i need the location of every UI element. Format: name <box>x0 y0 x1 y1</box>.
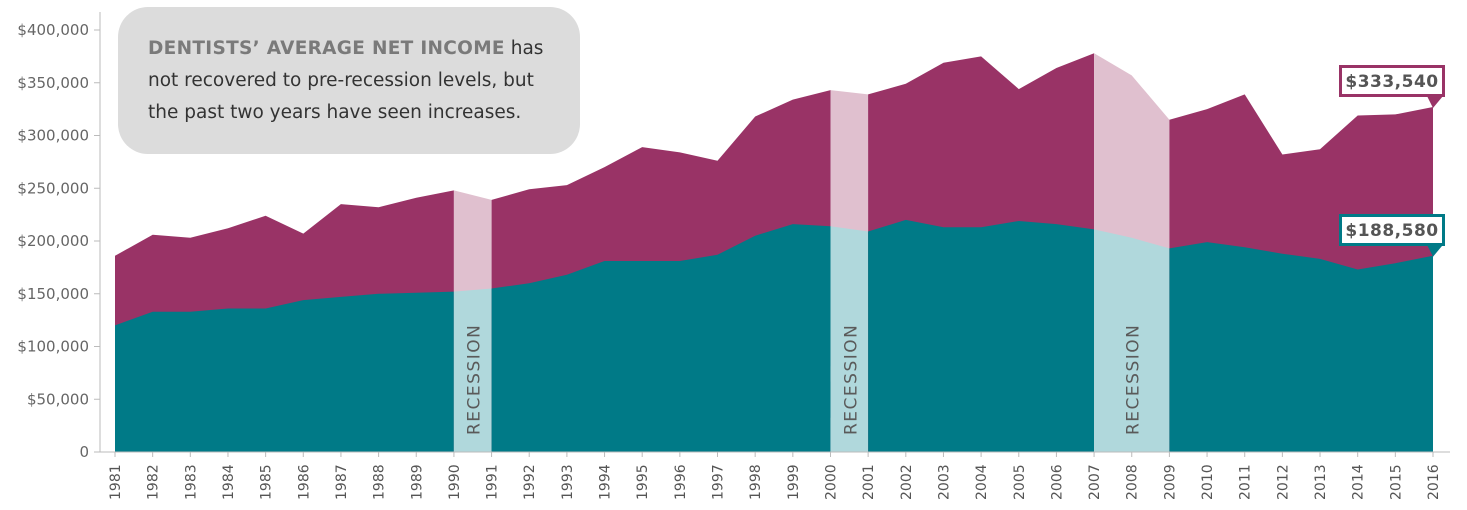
recession-label: RECESSION <box>1124 324 1144 435</box>
x-tick-label: 1988 <box>372 464 388 500</box>
callout-pointer <box>1427 96 1443 109</box>
x-tick-label: 1994 <box>598 464 614 500</box>
callout-pointer <box>1427 244 1443 257</box>
x-tick-label: 2005 <box>1012 464 1028 500</box>
y-tick-label: $200,000 <box>17 232 89 250</box>
x-tick-label: 2009 <box>1162 464 1178 500</box>
x-tick-label: 1987 <box>334 464 350 500</box>
x-tick-label: 2008 <box>1125 464 1141 500</box>
x-tick-label: 1995 <box>635 464 651 500</box>
x-tick-label: 1998 <box>748 464 764 500</box>
x-tick-label: 1981 <box>108 464 124 500</box>
y-tick-label: $300,000 <box>17 127 89 145</box>
y-axis: 0 $50,000 $100,000 $150,000 $200,000 $250,000… <box>17 12 101 461</box>
recession-labels: RECESSION RECESSION RECESSION <box>465 324 1144 435</box>
y-tick-label: $350,000 <box>17 74 89 92</box>
x-tick-label: 2007 <box>1087 464 1103 500</box>
x-tick-label: 2016 <box>1426 464 1442 500</box>
x-tick-label: 2014 <box>1351 464 1367 500</box>
x-tick-label: 1992 <box>522 464 538 500</box>
x-tick-label: 1982 <box>146 464 162 500</box>
x-tick-label: 1999 <box>786 464 802 500</box>
x-tick-label: 2010 <box>1200 464 1216 500</box>
x-tick-label: 2001 <box>861 464 877 500</box>
x-tick-label: 1990 <box>447 464 463 500</box>
end-value-label-lower: $188,580 <box>1339 213 1445 246</box>
lower-area-segment <box>453 288 492 452</box>
y-tick-label: $100,000 <box>17 338 89 356</box>
x-tick-label: 2006 <box>1049 464 1065 500</box>
x-tick-label: 2000 <box>823 464 839 500</box>
lower-area-segment <box>830 226 869 452</box>
x-tick-label: 1997 <box>711 464 727 500</box>
x-tick-label: 1991 <box>485 464 501 500</box>
x-tick-label: 1983 <box>183 464 199 500</box>
area-layer <box>115 53 1443 453</box>
lower-area-segment <box>868 219 1095 452</box>
y-tick-label: $150,000 <box>17 285 89 303</box>
x-tick-label: 2004 <box>974 464 990 500</box>
x-tick-label: 2002 <box>899 464 915 500</box>
x-tick-label: 2013 <box>1313 464 1329 500</box>
lower-area-segment <box>115 291 454 452</box>
x-tick-label: 2011 <box>1238 464 1254 500</box>
lower-area-segment <box>1094 229 1170 452</box>
y-tick-label: $250,000 <box>17 179 89 197</box>
recession-label: RECESSION <box>841 324 861 435</box>
x-tick-label: 1993 <box>560 464 576 500</box>
y-tick-label: $50,000 <box>27 390 89 408</box>
x-tick-label: 2003 <box>936 464 952 500</box>
y-tick-label: 0 <box>79 443 89 461</box>
x-axis: 1981 1982 1983 1984 1985 1986 1987 1988 1989 1990… <box>100 451 1450 500</box>
x-tick-label: 1985 <box>259 464 275 500</box>
x-tick-label: 2015 <box>1388 464 1404 500</box>
callout-note: DENTISTS’ AVERAGE NET INCOME has not rec… <box>118 7 580 154</box>
callout-emphasis: DENTISTS’ AVERAGE NET INCOME <box>148 38 505 59</box>
lower-area-segment <box>1169 242 1433 452</box>
x-tick-label: 1989 <box>409 464 425 500</box>
callout-text: has not recovered to pre-recession level… <box>148 38 544 123</box>
end-value-label-total: $333,540 <box>1339 65 1445 97</box>
recession-label: RECESSION <box>465 324 485 435</box>
lower-area-segment <box>491 224 831 452</box>
y-tick-label: $400,000 <box>17 21 89 39</box>
x-tick-label: 1986 <box>296 464 312 500</box>
x-tick-label: 1984 <box>221 464 237 500</box>
x-tick-label: 2012 <box>1275 464 1291 500</box>
x-tick-label: 1996 <box>673 464 689 500</box>
